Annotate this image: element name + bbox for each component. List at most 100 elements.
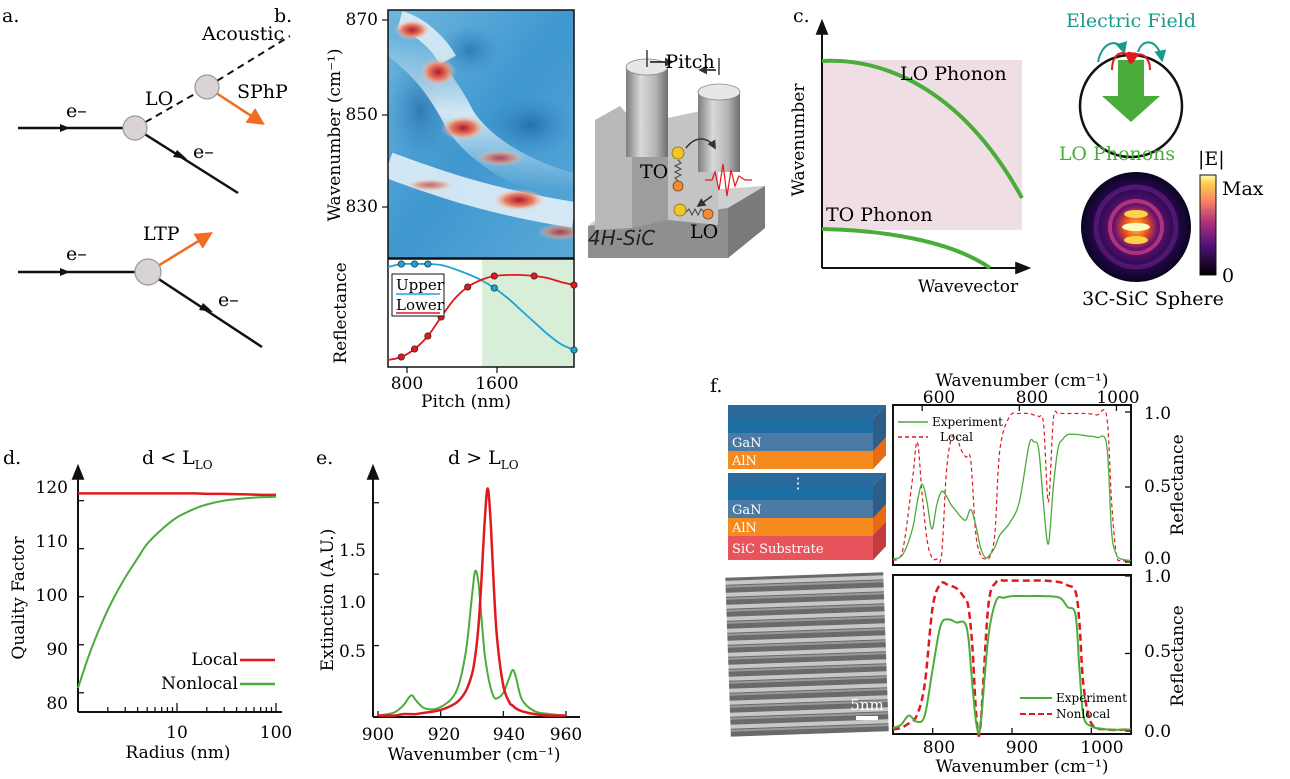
heatmap-hot-spot [406, 179, 454, 191]
acoustic-line [206, 35, 291, 88]
e-title-main: d > L [448, 447, 501, 469]
layer-aln [728, 518, 873, 536]
substrate-label: SiC Substrate [732, 542, 824, 557]
heatmap-hot-spot [538, 224, 574, 240]
data-point [570, 281, 578, 289]
electron-in-text: e– [66, 100, 87, 122]
e-xtick: 960 [550, 725, 582, 745]
series-green-line [377, 569, 567, 717]
heatmap: 870 850 830 Wavenumber (cm⁻¹) [325, 9, 575, 259]
arrowhead [60, 124, 70, 132]
d-ticks [78, 499, 277, 712]
data-point [490, 284, 498, 292]
e-ytick: 0.5 [339, 642, 366, 662]
data-point [464, 283, 472, 291]
c-xlabel: Wavevector [918, 277, 1019, 297]
substrate-side [728, 186, 765, 258]
legend-nonlocal: Nonlocal [161, 674, 238, 694]
legend-local: Local [191, 650, 238, 670]
series-experiment-line [892, 595, 1132, 735]
data-point [570, 346, 578, 354]
f-top-frame [892, 404, 1132, 566]
f-bottom-xtick: 800 [923, 738, 955, 758]
electron-out-line [134, 126, 239, 195]
d-ytick: 120 [36, 478, 68, 498]
d-ytick: 100 [36, 586, 68, 606]
legend-lower: Lower [396, 296, 445, 314]
layer-top-face [728, 405, 886, 419]
lo-dispersion-curve [821, 58, 1024, 199]
tem-image: 5nm [725, 572, 889, 737]
layer-stack: GaN AlN ⋮ GaN AlN SiC Substrate [728, 405, 886, 560]
panel-a: a. e– e– LO Acoustic SPhP e– e– LTP [2, 5, 291, 349]
pillar-right [698, 92, 740, 172]
f-top-ytick: 1.0 [1144, 404, 1171, 424]
f-bottom-ylabel: Reflectance [1168, 605, 1188, 706]
heatmap-hot-spot [394, 20, 430, 40]
f-bottom-ticks [932, 575, 1131, 734]
layer-cap [728, 419, 873, 433]
polarization-arrow [1102, 60, 1160, 122]
colorbar-title: |E| [1198, 148, 1225, 170]
electron-out-text: e– [218, 289, 239, 311]
tem-micrograph [725, 572, 889, 737]
f-top-xlabel: Wavenumber (cm⁻¹) [936, 371, 1109, 391]
d-ytick: 80 [46, 694, 68, 714]
panel-e: e. d > LLO 1.5 1.0 0.5 900 920 940 960 W… [316, 447, 582, 765]
d-xlabel: Radius (nm) [125, 743, 230, 763]
field-lobe [1124, 210, 1148, 218]
reflectance-plot: Upper Lower 800 1600 Pitch (nm) Reflecta… [331, 258, 578, 412]
panel-b-label: b. [274, 5, 292, 27]
f-top-ticks [921, 405, 1131, 563]
reflectance-ylabel: Reflectance [331, 262, 351, 363]
atom-orange [672, 180, 684, 192]
to-text: TO [640, 161, 668, 183]
layer-top-face [728, 473, 886, 486]
e-ylabel: Extinction (A.U.) [318, 529, 338, 672]
d-title-main: d < L [142, 447, 195, 469]
layer-gan [728, 500, 873, 518]
reflectance-xtick: 800 [391, 374, 423, 394]
panel-e-label: e. [316, 447, 333, 469]
series-red-line [377, 487, 567, 717]
f-bottom-ytick: 0.5 [1144, 642, 1171, 662]
pillar-left [626, 67, 668, 157]
data-point [424, 332, 432, 340]
f-bottom-ytick: 0.0 [1144, 722, 1171, 742]
field-ring [1093, 184, 1179, 270]
field-line-icon [1127, 51, 1151, 71]
series-local-line [78, 492, 276, 497]
e-xtick: 900 [362, 725, 394, 745]
atom-yellow [671, 146, 685, 160]
f-bottom-plot: 800 900 1000 Wavenumber (cm⁻¹) 1.0 0.5 0… [892, 567, 1188, 777]
data-point [490, 272, 498, 280]
f-top-plot: 600 800 1000 Wavenumber (cm⁻¹) 1.0 0.5 0… [892, 371, 1188, 569]
wave-icon [705, 163, 752, 197]
f-bottom-xlabel: Wavenumber (cm⁻¹) [936, 757, 1109, 777]
sic-pillar-schematic: Pitch TO LO 4H-SiC [588, 50, 765, 258]
lo-text: LO [145, 88, 173, 110]
layer-side [873, 437, 886, 469]
panel-d: d. d < LLO 120 110 100 90 80 10 100 Radi… [3, 447, 292, 763]
f-bottom-xtick: 1000 [1080, 738, 1123, 758]
heatmap-frame [387, 9, 575, 259]
heatmap-cold-region [440, 25, 500, 75]
acoustic-text: Acoustic [201, 23, 284, 45]
panel-f: f. GaN AlN ⋮ GaN AlN SiC Substrate [710, 371, 1188, 777]
f-bottom-xtick: 900 [1006, 738, 1038, 758]
aln-label: AlN [731, 521, 757, 536]
f-top-ylabel: Reflectance [1168, 434, 1188, 535]
pillar-wall [595, 106, 632, 230]
f-top-xtick: 800 [1016, 388, 1048, 408]
data-point [411, 260, 419, 268]
field-ring [1108, 199, 1164, 255]
data-point [411, 345, 419, 353]
colorbar-min: 0 [1222, 265, 1234, 287]
layer-substrate [728, 536, 873, 560]
layer-cap [728, 486, 873, 500]
e-xtick: 940 [493, 725, 525, 745]
reflectance-xlabel: Pitch (nm) [421, 392, 511, 412]
layer-side [873, 504, 886, 536]
d-xtick: 100 [260, 723, 292, 743]
gan-label: GaN [732, 503, 762, 518]
